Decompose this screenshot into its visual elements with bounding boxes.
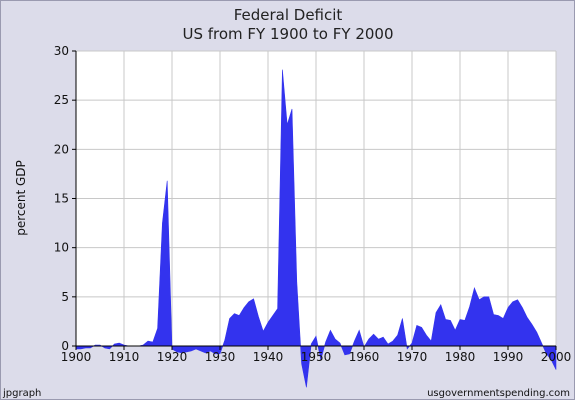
y-tick-label-1: 5: [61, 290, 69, 304]
series-area-0: [75, 69, 557, 388]
y-tick-label-5: 25: [54, 93, 69, 107]
x-tick-label-6: 1960: [349, 350, 380, 364]
x-tick-label-4: 1940: [253, 350, 284, 364]
y-tick-label-0: 0: [61, 339, 69, 353]
y-tick-label-3: 15: [54, 192, 69, 206]
y-tick-label-2: 10: [54, 241, 69, 255]
tick-labels: 0 5 10 15 20 25 30 1900 1910 1920 1930 1940 1950 1960…: [54, 44, 572, 364]
footer-right: usgovernmentspending.com: [427, 388, 570, 399]
x-tick-label-3: 1930: [205, 350, 236, 364]
x-tick-label-9: 1990: [493, 350, 524, 364]
chart-subtitle: US from FY 1900 to FY 2000: [182, 25, 393, 43]
x-tick-label-1: 1910: [109, 350, 140, 364]
x-tick-label-5: 1950: [301, 350, 332, 364]
y-tick-label-6: 30: [54, 44, 69, 58]
data-area-layer: [75, 69, 557, 388]
y-axis-label: percent GDP: [14, 160, 28, 236]
x-tick-label-10: 2000: [541, 350, 572, 364]
x-tick-label-8: 1980: [445, 350, 476, 364]
chart-title: Federal Deficit: [234, 6, 343, 24]
x-tick-label-7: 1970: [397, 350, 428, 364]
axes: [72, 50, 557, 350]
footer-left: jpgraph: [2, 388, 41, 399]
x-tick-label-0: 1900: [61, 350, 92, 364]
x-tick-label-2: 1920: [157, 350, 188, 364]
y-tick-label-4: 20: [54, 142, 69, 156]
